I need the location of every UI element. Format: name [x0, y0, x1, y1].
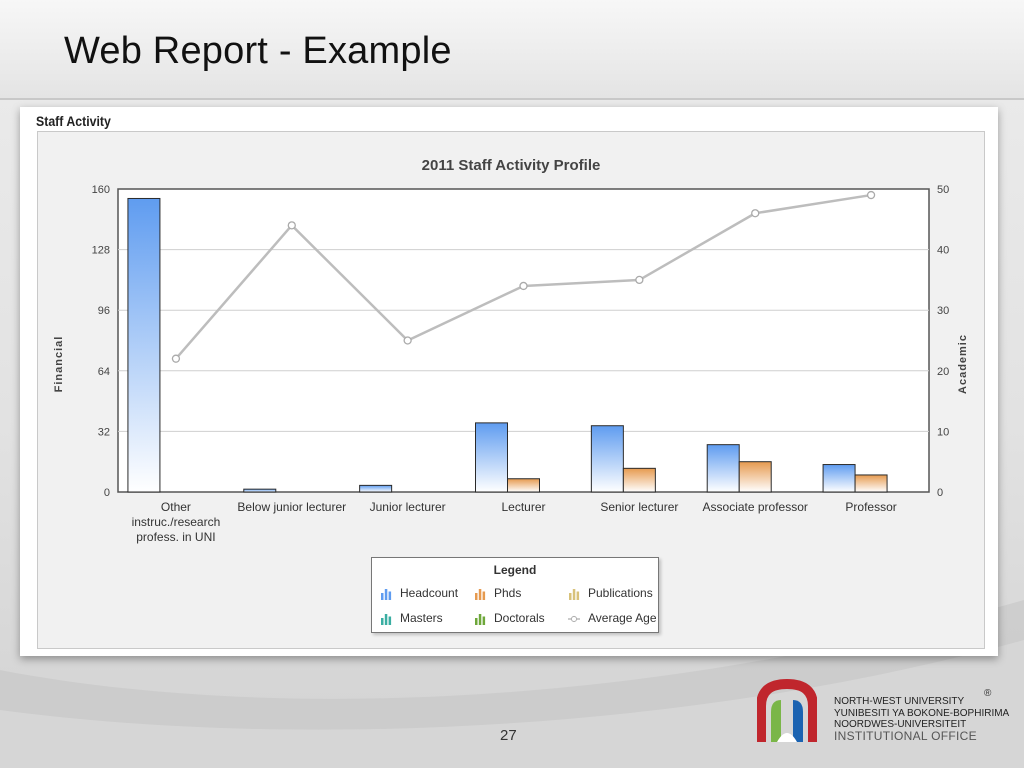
left-tick-label: 96: [98, 305, 110, 317]
category-label: Lecturer: [501, 500, 545, 514]
legend-label: Phds: [494, 586, 522, 600]
category-label: Junior lecturer: [370, 500, 446, 514]
org-line: NORTH-WEST UNIVERSITY: [834, 696, 965, 707]
right-tick-label: 10: [937, 426, 949, 438]
legend-label: Doctorals: [494, 611, 545, 625]
left-tick-label: 160: [92, 184, 110, 196]
line-point: [287, 221, 296, 230]
plot-area: [117, 188, 930, 493]
title-divider: [0, 98, 1024, 100]
category-label: profess. in UNI: [136, 530, 215, 544]
page-number: 27: [500, 727, 517, 744]
category-label: Associate professor: [703, 500, 808, 514]
legend-label: Publications: [588, 586, 653, 600]
line-point: [519, 281, 528, 291]
bar-headcount: [127, 197, 161, 493]
line-point: [635, 275, 644, 285]
org-department: INSTITUTIONAL OFFICE: [834, 728, 977, 743]
org-line: YUNIBESITI YA BOKONE-BOPHIRIMA: [834, 707, 1010, 719]
organization-name: NORTH-WEST UNIVERSITY YUNIBESITI YA BOKO…: [834, 696, 1009, 742]
right-tick-label: 20: [937, 366, 949, 378]
left-axis-ticks: 0 32 64 96 128 160: [92, 184, 110, 499]
bars: [127, 197, 888, 493]
gridlines: [118, 249, 929, 432]
category-label: Below junior lecturer: [237, 500, 346, 514]
left-tick-label: 32: [98, 426, 110, 438]
bar-headcount: [822, 464, 856, 493]
line-point: [403, 336, 412, 345]
right-tick-label: 40: [937, 245, 949, 257]
category-label: Other: [161, 500, 191, 514]
left-tick-label: 0: [104, 487, 110, 499]
bar-headcount: [243, 488, 277, 493]
chart-title: 2011 Staff Activity Profile: [422, 157, 601, 174]
line-point: [866, 190, 876, 200]
line-point: [751, 209, 760, 218]
line-point: [171, 354, 181, 363]
category-label: Senior lecturer: [600, 500, 678, 514]
legend: Legend Headcount Phds Publications Masters D…: [371, 557, 659, 633]
y-right-axis-label: Academic: [957, 334, 969, 394]
legend-label: Headcount: [400, 586, 459, 600]
right-axis-ticks: 0 10 20 30 40 50: [937, 184, 949, 499]
y-left-axis-label: Financial: [53, 336, 65, 393]
legend-title: Legend: [493, 563, 537, 577]
title-band: [0, 0, 1024, 98]
org-line: NOORDWES-UNIVERSITEIT: [834, 719, 967, 730]
average-age-line: [171, 190, 876, 363]
panel-title: Staff Activity: [36, 113, 111, 129]
bar-headcount: [590, 425, 624, 493]
right-tick-label: 30: [937, 305, 949, 317]
bar-headcount: [359, 484, 393, 493]
bar-phds: [738, 461, 772, 493]
legend-label: Masters: [400, 611, 443, 625]
bar-headcount: [706, 444, 740, 493]
left-tick-label: 128: [92, 245, 110, 257]
chart-area: 2011 Staff Activity Profile 0 32 64 96 128 16…: [37, 131, 985, 649]
registered-mark: ®: [984, 688, 992, 699]
category-label: instruc./research: [132, 515, 221, 529]
bar-phds: [507, 478, 540, 493]
left-tick-label: 64: [98, 366, 110, 378]
slide-title: Web Report - Example: [64, 30, 452, 72]
chart-svg: 2011 Staff Activity Profile 0 32 64 96 128 16…: [53, 157, 969, 544]
bar-headcount: [475, 422, 508, 493]
right-tick-label: 50: [937, 184, 949, 196]
report-panel: Staff Activity 2011 Staff Activity Profi…: [20, 107, 998, 656]
right-tick-label: 0: [937, 487, 943, 499]
category-label: Professor: [845, 500, 896, 514]
background-swoosh: [0, 600, 1024, 768]
bar-phds: [622, 467, 656, 493]
bar-phds: [854, 474, 888, 493]
legend-label: Average Age: [588, 611, 657, 625]
university-logo: [757, 678, 817, 742]
